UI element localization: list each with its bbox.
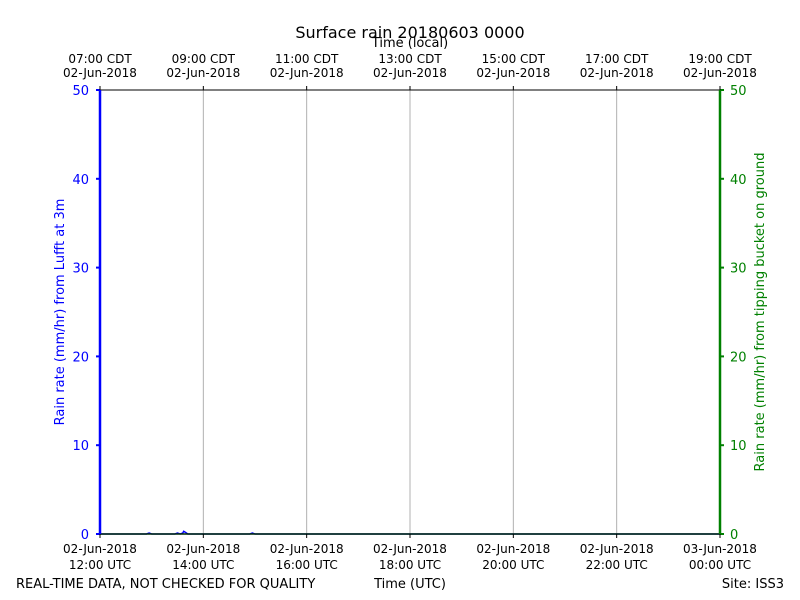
top-tick-time: 15:00 CDT <box>482 52 546 66</box>
bottom-tick-date: 03-Jun-2018 <box>683 542 757 556</box>
left-tick-label: 30 <box>72 262 89 277</box>
left-axis-ticks: 0 10 20 30 40 50 <box>72 84 100 543</box>
bottom-tick-time: 16:00 UTC <box>276 558 338 572</box>
bottom-axis-ticks: 02-Jun-2018 12:00 UTC 02-Jun-2018 14:00 UTC… <box>63 534 757 572</box>
bottom-tick-date: 02-Jun-2018 <box>476 542 550 556</box>
top-tick-time: 17:00 CDT <box>585 52 649 66</box>
bottom-tick-date: 02-Jun-2018 <box>63 542 137 556</box>
left-axis-label: Rain rate (mm/hr) from Lufft at 3m <box>53 199 68 426</box>
quality-disclaimer: REAL-TIME DATA, NOT CHECKED FOR QUALITY <box>16 577 315 592</box>
top-tick-date: 02-Jun-2018 <box>476 66 550 80</box>
bottom-tick-time: 12:00 UTC <box>69 558 131 572</box>
bottom-axis-label: Time (UTC) <box>373 577 446 592</box>
left-tick-label: 0 <box>81 528 89 543</box>
right-axis-label: Rain rate (mm/hr) from tipping bucket on… <box>753 153 768 472</box>
top-tick-time: 11:00 CDT <box>275 52 339 66</box>
top-tick-date: 02-Jun-2018 <box>683 66 757 80</box>
right-tick-label: 30 <box>730 262 747 277</box>
chart-title: Surface rain 20180603 0000 <box>295 23 524 42</box>
top-tick-date: 02-Jun-2018 <box>63 66 137 80</box>
top-tick-date: 02-Jun-2018 <box>166 66 240 80</box>
bottom-tick-time: 14:00 UTC <box>172 558 234 572</box>
bottom-tick-date: 02-Jun-2018 <box>373 542 447 556</box>
bottom-tick-date: 02-Jun-2018 <box>580 542 654 556</box>
left-tick-label: 40 <box>72 173 89 188</box>
bottom-tick-time: 00:00 UTC <box>689 558 751 572</box>
right-tick-label: 40 <box>730 173 747 188</box>
site-label: Site: ISS3 <box>722 577 784 592</box>
top-axis-label: Time (local) <box>371 36 448 51</box>
top-tick-date: 02-Jun-2018 <box>270 66 344 80</box>
bottom-tick-time: 22:00 UTC <box>586 558 648 572</box>
left-tick-label: 20 <box>72 350 89 365</box>
right-axis-ticks: 0 10 20 30 40 50 <box>720 84 747 543</box>
right-tick-label: 10 <box>730 439 747 454</box>
top-tick-time: 09:00 CDT <box>172 52 236 66</box>
right-tick-label: 20 <box>730 350 747 365</box>
right-tick-label: 0 <box>730 528 738 543</box>
left-tick-label: 50 <box>72 84 89 99</box>
bottom-tick-time: 18:00 UTC <box>379 558 441 572</box>
bottom-tick-date: 02-Jun-2018 <box>270 542 344 556</box>
right-tick-label: 50 <box>730 84 747 99</box>
top-tick-date: 02-Jun-2018 <box>580 66 654 80</box>
bottom-tick-date: 02-Jun-2018 <box>166 542 240 556</box>
top-tick-date: 02-Jun-2018 <box>373 66 447 80</box>
top-tick-time: 07:00 CDT <box>68 52 132 66</box>
top-tick-time: 19:00 CDT <box>688 52 752 66</box>
top-tick-time: 13:00 CDT <box>378 52 442 66</box>
left-tick-label: 10 <box>72 439 89 454</box>
gridlines <box>202 90 618 534</box>
bottom-tick-time: 20:00 UTC <box>482 558 544 572</box>
